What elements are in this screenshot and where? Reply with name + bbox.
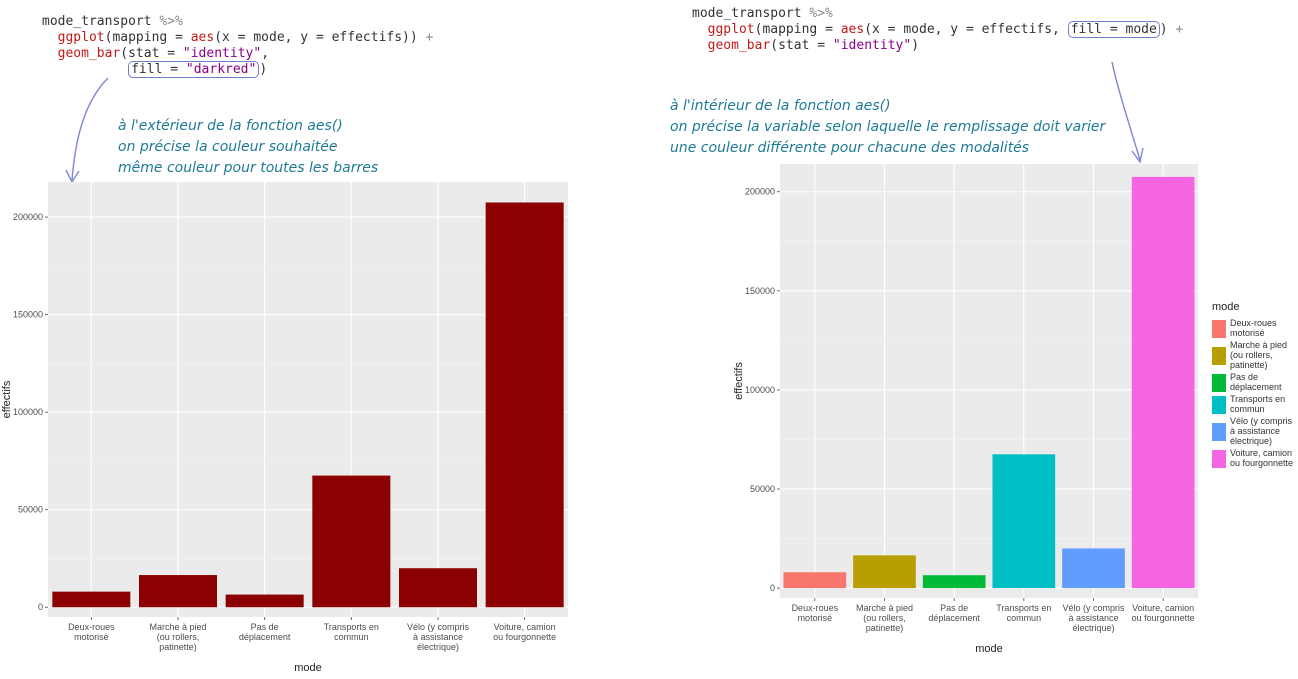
right-code-highlight: fill = mode: [1067, 21, 1160, 38]
right-legend-key: [1212, 450, 1226, 468]
right-x-tick-label: Transports en commun: [996, 603, 1051, 623]
right-bar: [922, 575, 986, 589]
left-x-tick-label: Deux-roues motorisé: [68, 622, 115, 642]
left-annotation-arrow: [71, 77, 109, 181]
left-code-block: mode_transport %>% ggplot(mapping = aes(…: [42, 14, 434, 78]
right-annotation-line: on précise la variable selon laquelle le…: [670, 119, 1106, 135]
left-annotation-line: on précise la couleur souhaitée: [118, 139, 338, 155]
left-x-tick-label: Marche à pied (ou rollers, patinette): [149, 622, 206, 652]
right-legend-label: Deux-roues motorisé: [1230, 318, 1277, 338]
left-x-axis-title: mode: [294, 662, 322, 674]
right-bar: [1062, 548, 1125, 589]
right-x-tick-label: Pas de déplacement: [928, 603, 980, 623]
right-y-tick-label: 200000: [745, 187, 775, 197]
left-code-highlight: fill = "darkred": [128, 61, 260, 78]
right-bar: [783, 572, 847, 589]
right-annotation-arrow: [1111, 61, 1141, 161]
right-legend-label: Pas de déplacement: [1230, 372, 1282, 392]
left-panel: mode_transport %>% ggplot(mapping = aes(…: [0, 0, 640, 679]
right-legend-label: Vélo (y compris à assistance électrique): [1230, 416, 1293, 446]
left-y-tick-label: 100000: [13, 407, 43, 417]
left-x-tick-label: Voiture, camion ou fourgonnette: [493, 622, 556, 642]
right-y-axis-title: effectifs: [733, 362, 745, 400]
left-y-axis-title: effectifs: [1, 380, 13, 418]
left-bar: [399, 568, 477, 608]
left-bar: [52, 591, 131, 608]
right-y-tick-label: 50000: [750, 484, 775, 494]
left-bar: [139, 575, 217, 608]
left-x-tick-label: Transports en commun: [324, 622, 379, 642]
left-y-tick-label: 50000: [18, 505, 43, 515]
left-x-tick-label: Vélo (y compris à assistance électrique): [407, 622, 470, 652]
left-annotation-line: à l'extérieur de la fonction aes(): [118, 118, 343, 134]
left-annotation: à l'extérieur de la fonction aes() on pr…: [118, 116, 378, 179]
left-y-tick-label: 150000: [13, 310, 43, 320]
right-y-tick-label: 0: [770, 583, 775, 593]
left-bar-chart: 0 50000 100000 150000 200000 Deux-roues motori…: [1, 77, 568, 674]
right-annotation-line: à l'intérieur de la fonction aes(): [670, 98, 891, 114]
right-legend-key: [1212, 396, 1226, 414]
left-annotation-line: même couleur pour toutes les barres: [118, 160, 379, 176]
left-bar: [225, 594, 304, 608]
right-legend-key: [1212, 320, 1226, 338]
right-x-tick-label: Marche à pied (ou rollers, patinette): [856, 603, 913, 633]
right-annotation-arrowhead: [1131, 147, 1144, 164]
left-bar: [485, 202, 564, 608]
right-legend-title: mode: [1212, 301, 1240, 313]
right-bar: [992, 454, 1056, 589]
right-x-axis-title: mode: [975, 643, 1003, 655]
right-y-tick-label: 150000: [745, 286, 775, 296]
right-panel: mode_transport %>% ggplot(mapping = aes(…: [650, 0, 1298, 679]
right-legend-key: [1212, 347, 1226, 365]
left-bar: [312, 475, 391, 608]
right-x-tick-label: Vélo (y compris à assistance électrique): [1062, 603, 1125, 633]
right-legend-key: [1212, 374, 1226, 392]
right-plot-panel: [780, 164, 1198, 598]
right-x-tick-label: Deux-roues motorisé: [792, 603, 839, 623]
right-legend-key: [1212, 423, 1226, 441]
right-legend-label: Marche à pied (ou rollers, patinette): [1230, 340, 1287, 370]
right-y-tick-label: 100000: [745, 385, 775, 395]
right-code-block: mode_transport %>% ggplot(mapping = aes(…: [692, 6, 1184, 53]
left-y-tick-label: 200000: [13, 212, 43, 222]
right-bar: [1131, 176, 1195, 589]
right-bar: [853, 555, 916, 589]
right-annotation-line: une couleur différente pour chacune des …: [670, 140, 1030, 156]
right-annotation: à l'intérieur de la fonction aes() on pr…: [670, 96, 1105, 159]
left-y-tick-label: 0: [38, 602, 43, 612]
right-x-tick-label: Voiture, camion ou fourgonnette: [1132, 603, 1195, 623]
right-bar-chart: 0 50000 100000 150000 200000 Deux-roues motori…: [733, 61, 1293, 655]
left-plot-panel: [48, 182, 568, 617]
left-x-tick-label: Pas de déplacement: [239, 622, 291, 642]
right-legend-label: Transports en commun: [1230, 394, 1285, 414]
right-legend-label: Voiture, camion ou fourgonnette: [1230, 448, 1293, 468]
